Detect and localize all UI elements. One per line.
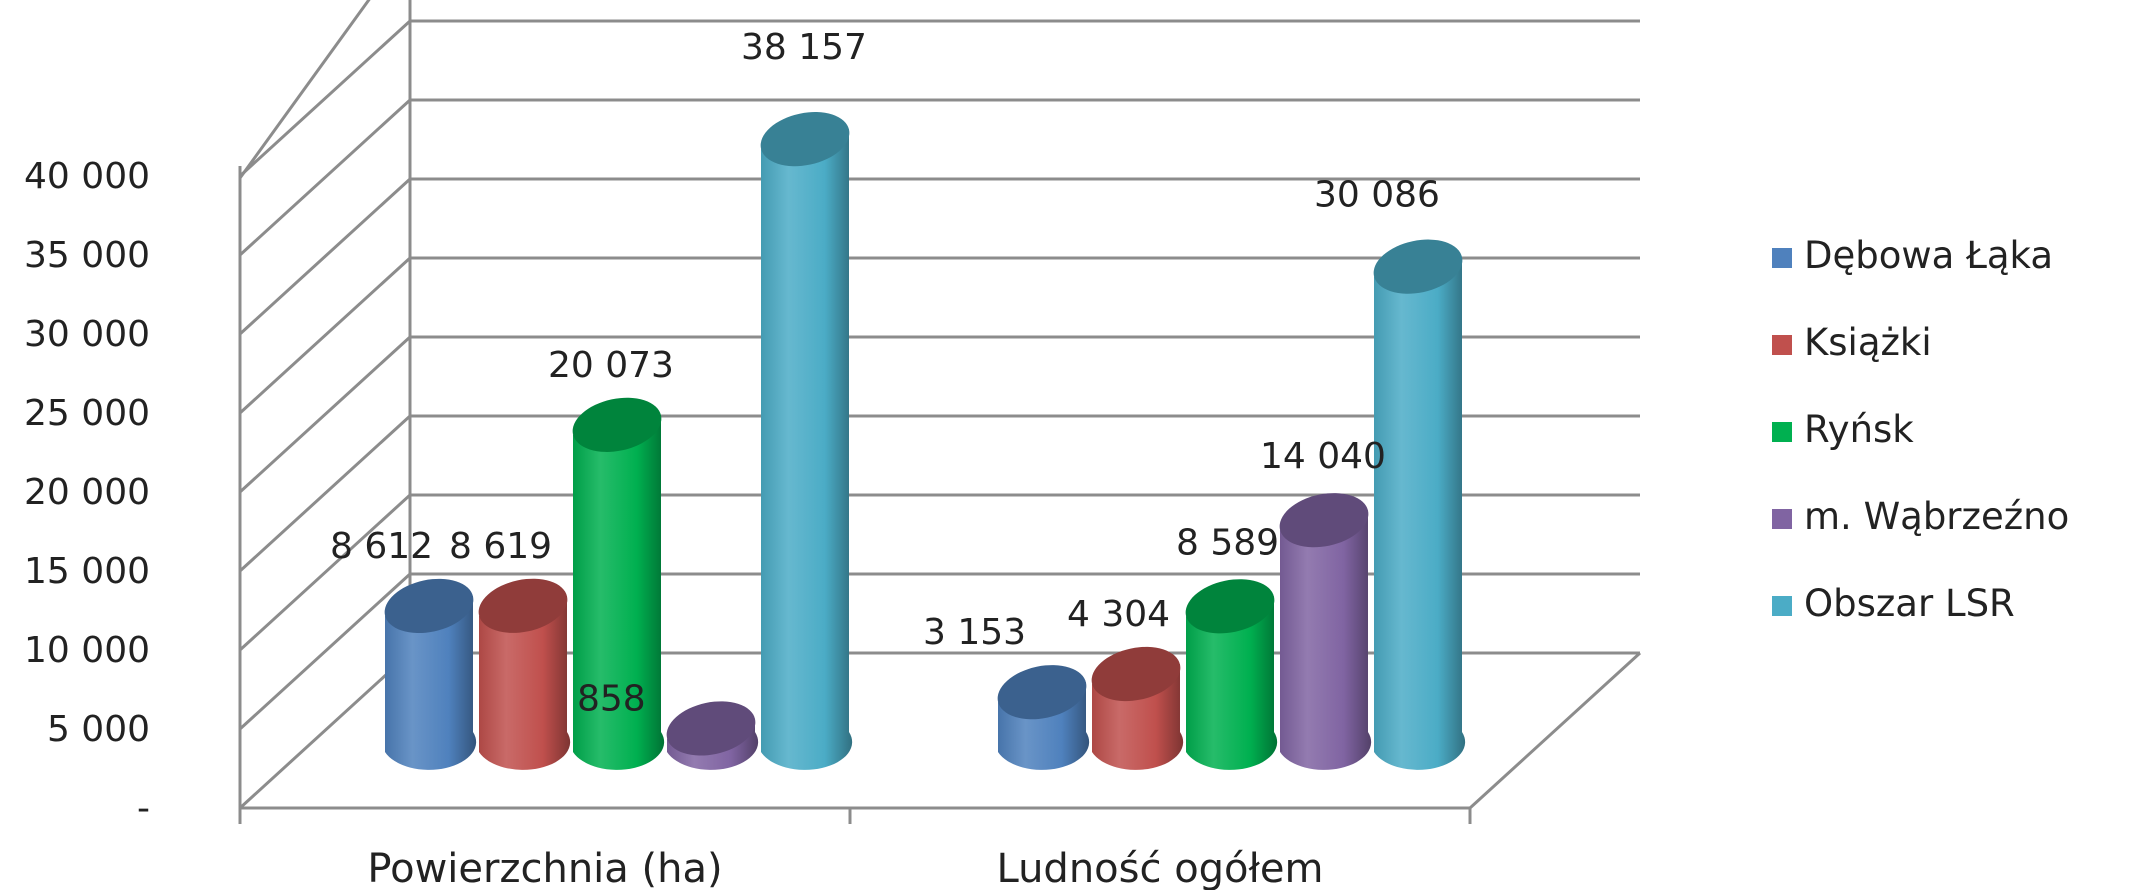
data-label: 38 157 (741, 27, 867, 68)
category-label: Powierzchnia (ha) (367, 846, 722, 890)
legend-label: Dębowa Łąka (1804, 234, 2053, 277)
legend-label: Książki (1804, 321, 1932, 364)
data-label: 3 153 (923, 612, 1026, 653)
legend-item: Dębowa Łąka (1772, 234, 2053, 277)
y-tick-label: 40 000 (24, 156, 150, 197)
y-tick-label: 20 000 (24, 472, 150, 513)
floor-right-edge (1470, 653, 1640, 808)
data-label: 20 073 (548, 345, 674, 386)
side-gridline (240, 495, 410, 650)
data-label: 858 (577, 678, 646, 719)
legend-item: Ryńsk (1772, 408, 1914, 451)
data-label: 8 589 (1176, 522, 1279, 563)
side-gridline (240, 258, 410, 413)
legend-item: m. Wąbrzeźno (1772, 495, 2069, 538)
legend-swatch (1772, 422, 1792, 442)
data-label: 30 086 (1314, 175, 1440, 216)
y-tick-label: 10 000 (24, 630, 150, 671)
category-label: Ludność ogółem (997, 846, 1324, 890)
legend-label: Ryńsk (1804, 408, 1914, 451)
side-gridline (240, 179, 410, 334)
side-gridline (240, 653, 410, 808)
data-label: 14 040 (1260, 436, 1386, 477)
y-tick-label: 25 000 (24, 393, 150, 434)
legend-label: m. Wąbrzeźno (1804, 495, 2069, 538)
legend-label: Obszar LSR (1804, 582, 2015, 625)
side-gridline (240, 21, 410, 176)
y-tick-label: 5 000 (47, 709, 150, 750)
legend-swatch (1772, 509, 1792, 529)
legend-item: Książki (1772, 321, 1932, 364)
bar-body (761, 129, 852, 770)
legend-item: Obszar LSR (1772, 582, 2015, 625)
data-label: 4 304 (1067, 594, 1170, 635)
legend-swatch (1772, 248, 1792, 268)
y-tick-label: 30 000 (24, 314, 150, 355)
y-tick-label: - (137, 788, 150, 829)
data-label: 8 619 (449, 526, 552, 567)
legend-swatch (1772, 596, 1792, 616)
y-tick-label: 15 000 (24, 551, 150, 592)
bar-body (1280, 510, 1371, 770)
bar-body (1374, 257, 1465, 770)
data-label: 8 612 (330, 526, 433, 567)
side-gridline (240, 337, 410, 492)
y-tick-label: 35 000 (24, 235, 150, 276)
legend-swatch (1772, 335, 1792, 355)
legend: Dębowa Łąka Książki Ryńsk m. Wąbrzeźno Obsza… (1772, 234, 2069, 625)
side-gridline (240, 574, 410, 729)
side-gridline (240, 100, 410, 255)
